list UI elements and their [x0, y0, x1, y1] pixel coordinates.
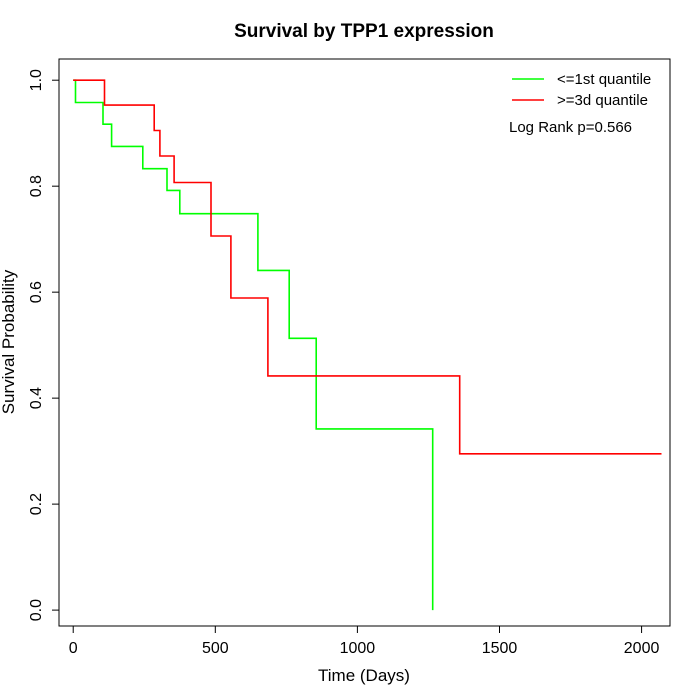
x-tick-label: 2000	[624, 640, 660, 657]
legend-label-high: >=3d quantile	[557, 92, 648, 109]
y-tick-label: 0.2	[28, 493, 45, 515]
x-tick-label: 500	[202, 640, 229, 657]
chart-title: Survival by TPP1 expression	[234, 21, 494, 42]
series-low-quantile-line	[73, 79, 434, 611]
series-high-quantile-line	[73, 79, 662, 455]
y-tick-label: 0.4	[28, 387, 45, 409]
log-rank-annotation: Log Rank p=0.566	[509, 119, 632, 136]
y-axis-label: Survival Probability	[0, 269, 18, 414]
y-tick-label: 1.0	[28, 69, 45, 91]
x-tick-label: 0	[69, 640, 78, 657]
legend: <=1st quantile >=3d quantile	[512, 71, 651, 109]
y-axis: 0.0 0.2 0.4 0.6 0.8 1.0	[28, 69, 59, 621]
x-axis-label: Time (Days)	[318, 666, 410, 685]
y-tick-label: 0.6	[28, 281, 45, 303]
survival-curves	[73, 79, 662, 611]
legend-label-low: <=1st quantile	[557, 71, 651, 88]
y-tick-label: 0.8	[28, 175, 45, 197]
x-tick-label: 1500	[482, 640, 518, 657]
x-tick-label: 1000	[340, 640, 376, 657]
x-axis: 0 500 1000 1500 2000	[69, 626, 660, 657]
plot-frame	[58, 58, 671, 627]
y-tick-label: 0.0	[28, 599, 45, 621]
